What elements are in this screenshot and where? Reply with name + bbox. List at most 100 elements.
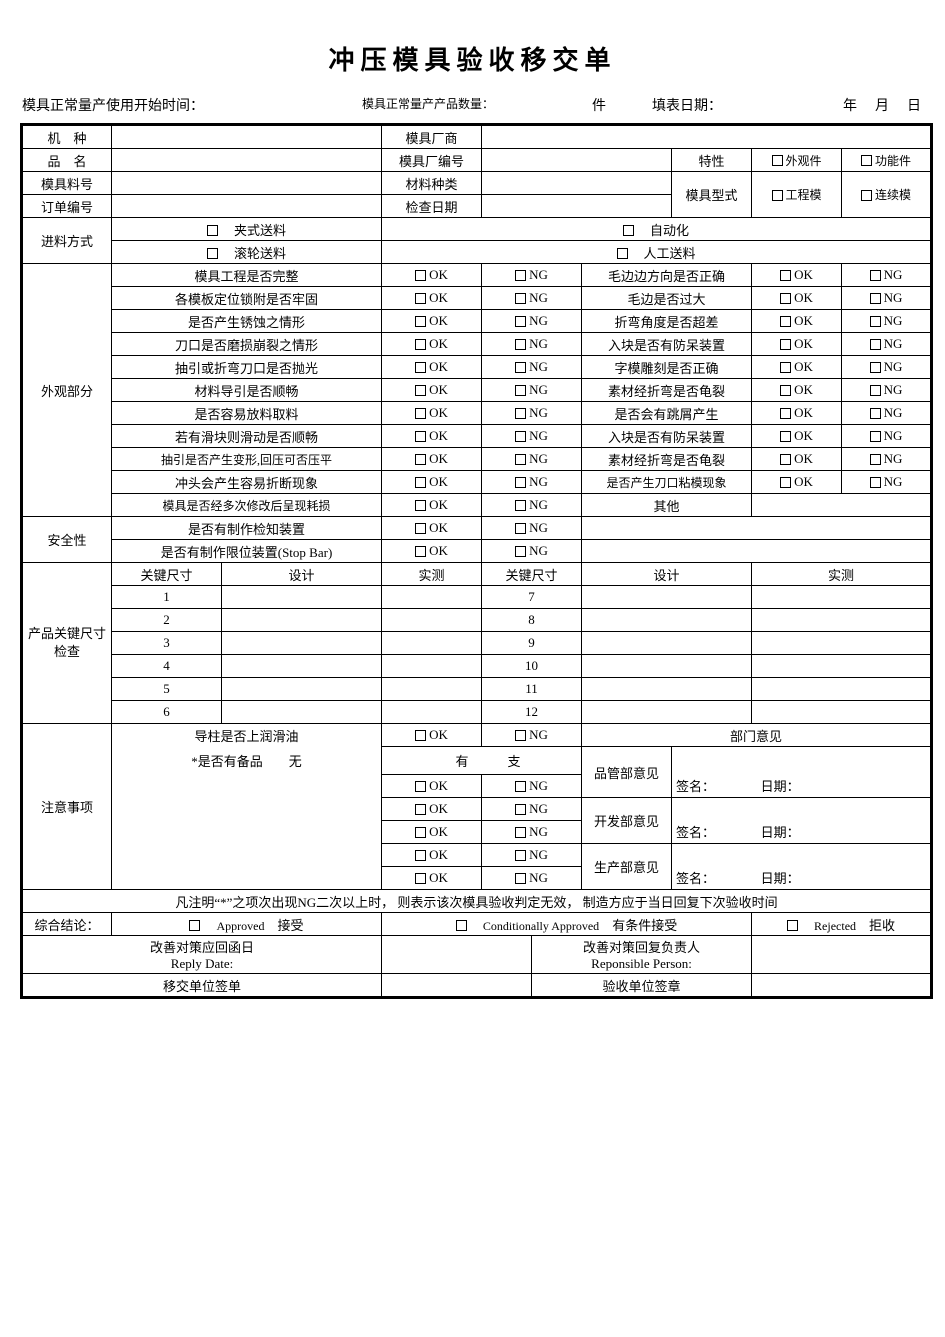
dim-l-4-a[interactable] bbox=[382, 655, 482, 678]
field-supplier-no[interactable] bbox=[482, 149, 672, 172]
dim-r-3-a[interactable] bbox=[752, 632, 932, 655]
dim-r-3-d[interactable] bbox=[582, 632, 752, 655]
dim-l-2-a[interactable] bbox=[382, 609, 482, 632]
app-l-4-ng[interactable]: NG bbox=[482, 356, 582, 379]
responsible-field[interactable] bbox=[752, 936, 932, 974]
dim-r-5-d[interactable] bbox=[582, 678, 752, 701]
safety-1-ng[interactable]: NG bbox=[482, 540, 582, 563]
accept-field[interactable] bbox=[752, 974, 932, 998]
dim-l-3-a[interactable] bbox=[382, 632, 482, 655]
app-l-5-ng[interactable]: NG bbox=[482, 379, 582, 402]
dim-l-1-a[interactable] bbox=[382, 586, 482, 609]
safety-0-ok[interactable]: OK bbox=[382, 517, 482, 540]
notes-ok-4[interactable]: OK bbox=[382, 844, 482, 867]
dim-l-3-d[interactable] bbox=[222, 632, 382, 655]
app-r-9-ng[interactable]: NG bbox=[842, 471, 932, 494]
app-other-field[interactable] bbox=[752, 494, 932, 517]
app-l-7-ok[interactable]: OK bbox=[382, 425, 482, 448]
type-opt1[interactable]: 工程模 bbox=[752, 172, 842, 218]
field-order-no[interactable] bbox=[112, 195, 382, 218]
conclusion-approved[interactable]: Approved 接受 bbox=[112, 913, 382, 936]
app-l-1-ok[interactable]: OK bbox=[382, 287, 482, 310]
dim-l-6-a[interactable] bbox=[382, 701, 482, 724]
app-r-3-ok[interactable]: OK bbox=[752, 333, 842, 356]
app-r-6-ok[interactable]: OK bbox=[752, 402, 842, 425]
app-l-1-ng[interactable]: NG bbox=[482, 287, 582, 310]
dim-r-6-a[interactable] bbox=[752, 701, 932, 724]
safety-0-ng[interactable]: NG bbox=[482, 517, 582, 540]
dim-r-6-d[interactable] bbox=[582, 701, 752, 724]
app-l-2-ok[interactable]: OK bbox=[382, 310, 482, 333]
app-r-2-ok[interactable]: OK bbox=[752, 310, 842, 333]
qc-field[interactable]: 签名： 日期： bbox=[672, 747, 932, 798]
notes-ng-4[interactable]: NG bbox=[482, 844, 582, 867]
dim-l-2-d[interactable] bbox=[222, 609, 382, 632]
app-l-10-ok[interactable]: OK bbox=[382, 494, 482, 517]
dim-r-4-d[interactable] bbox=[582, 655, 752, 678]
notes-q2-has[interactable]: 有 支 bbox=[382, 747, 582, 775]
app-r-2-ng[interactable]: NG bbox=[842, 310, 932, 333]
safety-1-ok[interactable]: OK bbox=[382, 540, 482, 563]
dim-l-4-d[interactable] bbox=[222, 655, 382, 678]
app-r-5-ok[interactable]: OK bbox=[752, 379, 842, 402]
prod-field[interactable]: 签名： 日期： bbox=[672, 844, 932, 890]
safety-1-blank[interactable] bbox=[582, 540, 932, 563]
app-l-2-ng[interactable]: NG bbox=[482, 310, 582, 333]
app-r-6-ng[interactable]: NG bbox=[842, 402, 932, 425]
app-r-5-ng[interactable]: NG bbox=[842, 379, 932, 402]
app-l-7-ng[interactable]: NG bbox=[482, 425, 582, 448]
rd-field[interactable]: 签名： 日期： bbox=[672, 798, 932, 844]
char-opt2[interactable]: 功能件 bbox=[842, 149, 932, 172]
app-l-9-ng[interactable]: NG bbox=[482, 471, 582, 494]
field-mold-no[interactable] bbox=[112, 172, 382, 195]
feed-opt3[interactable]: 滚轮送料 bbox=[112, 241, 382, 264]
app-l-4-ok[interactable]: OK bbox=[382, 356, 482, 379]
notes-ok-3[interactable]: OK bbox=[382, 821, 482, 844]
app-r-4-ok[interactable]: OK bbox=[752, 356, 842, 379]
feed-opt1[interactable]: 夹式送料 bbox=[112, 218, 382, 241]
handover-field[interactable] bbox=[382, 974, 532, 998]
dim-l-1-d[interactable] bbox=[222, 586, 382, 609]
field-material[interactable] bbox=[482, 172, 672, 195]
safety-0-blank[interactable] bbox=[582, 517, 932, 540]
app-l-8-ng[interactable]: NG bbox=[482, 448, 582, 471]
app-r-3-ng[interactable]: NG bbox=[842, 333, 932, 356]
dim-l-6-d[interactable] bbox=[222, 701, 382, 724]
notes-ng-2[interactable]: NG bbox=[482, 798, 582, 821]
notes-blank-left[interactable] bbox=[112, 775, 382, 890]
notes-ng-1[interactable]: NG bbox=[482, 775, 582, 798]
field-product[interactable] bbox=[112, 149, 382, 172]
notes-ng-3[interactable]: NG bbox=[482, 821, 582, 844]
field-supplier[interactable] bbox=[482, 125, 932, 149]
feed-opt2[interactable]: 自动化 bbox=[382, 218, 932, 241]
field-machine[interactable] bbox=[112, 125, 382, 149]
notes-q1-ng[interactable]: NG bbox=[482, 724, 582, 747]
app-l-8-ok[interactable]: OK bbox=[382, 448, 482, 471]
feed-opt4[interactable]: 人工送料 bbox=[382, 241, 932, 264]
reply-date-field[interactable] bbox=[382, 936, 532, 974]
app-r-0-ng[interactable]: NG bbox=[842, 264, 932, 287]
app-r-0-ok[interactable]: OK bbox=[752, 264, 842, 287]
notes-ok-5[interactable]: OK bbox=[382, 867, 482, 890]
dim-r-1-a[interactable] bbox=[752, 586, 932, 609]
conclusion-rejected[interactable]: Rejected 拒收 bbox=[752, 913, 932, 936]
app-r-9-ok[interactable]: OK bbox=[752, 471, 842, 494]
dim-r-2-d[interactable] bbox=[582, 609, 752, 632]
dim-l-5-d[interactable] bbox=[222, 678, 382, 701]
app-l-0-ng[interactable]: NG bbox=[482, 264, 582, 287]
app-l-6-ok[interactable]: OK bbox=[382, 402, 482, 425]
field-check-date[interactable] bbox=[482, 195, 672, 218]
notes-ok-1[interactable]: OK bbox=[382, 775, 482, 798]
app-l-10-ng[interactable]: NG bbox=[482, 494, 582, 517]
app-r-4-ng[interactable]: NG bbox=[842, 356, 932, 379]
app-l-3-ok[interactable]: OK bbox=[382, 333, 482, 356]
type-opt2[interactable]: 连续模 bbox=[842, 172, 932, 218]
conclusion-conditional[interactable]: Conditionally Approved 有条件接受 bbox=[382, 913, 752, 936]
app-l-9-ok[interactable]: OK bbox=[382, 471, 482, 494]
app-r-1-ng[interactable]: NG bbox=[842, 287, 932, 310]
notes-q1-ok[interactable]: OK bbox=[382, 724, 482, 747]
dim-r-5-a[interactable] bbox=[752, 678, 932, 701]
dim-r-1-d[interactable] bbox=[582, 586, 752, 609]
app-r-7-ng[interactable]: NG bbox=[842, 425, 932, 448]
notes-ok-2[interactable]: OK bbox=[382, 798, 482, 821]
